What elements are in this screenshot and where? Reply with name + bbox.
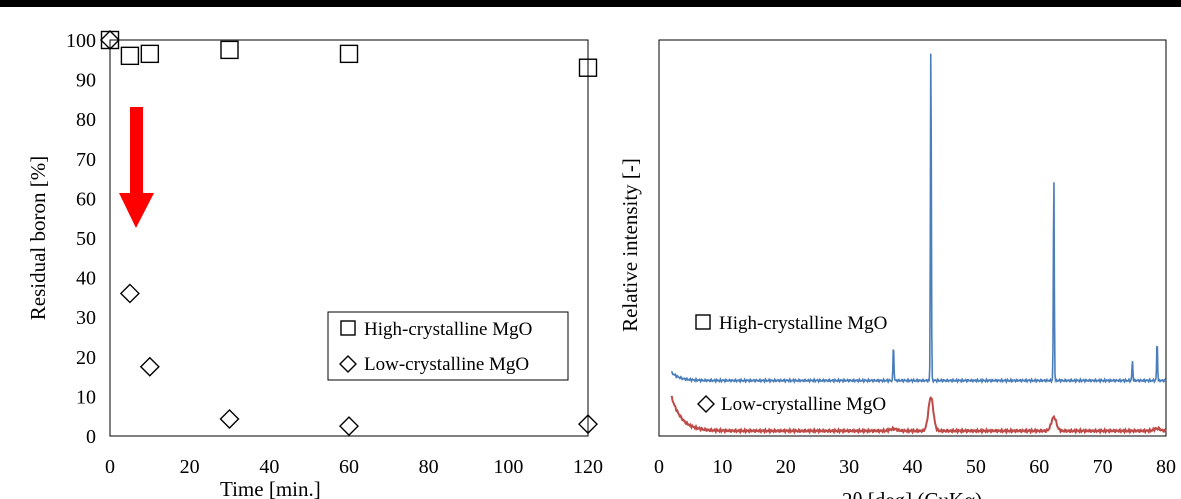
legend: High-crystalline MgO Low-crystalline MgO: [327, 311, 569, 381]
data-point-diamond: [119, 283, 140, 304]
data-points: [100, 30, 598, 437]
data-point-square: [220, 40, 239, 60]
data-point-square: [140, 44, 160, 64]
x-tick-label: 100: [493, 456, 523, 478]
y-axis-label-2: Relative intensity [-]: [618, 158, 642, 332]
square-marker-icon: [695, 314, 711, 330]
x-tick-label: 0: [654, 456, 664, 478]
x-tick-label: 30: [839, 456, 859, 478]
x-tick-label: 80: [419, 456, 439, 478]
y-axis-label: Residual boron [%]: [26, 156, 50, 320]
x-tick-labels: 0 20 40 60 80 100 120: [105, 456, 603, 478]
data-point-diamond: [100, 30, 120, 50]
y-tick-label: 100: [66, 30, 96, 52]
data-point-diamond: [219, 408, 240, 429]
data-point-square: [120, 46, 140, 66]
x-tick-labels-2: 0 10 20 30 40 50 60 70 80: [654, 456, 1176, 478]
diamond-marker-icon: [339, 355, 357, 373]
data-point-diamond: [139, 356, 160, 377]
data-point-diamond: [339, 416, 359, 437]
y-tick-label: 30: [76, 307, 96, 329]
legend-box: [327, 311, 569, 381]
x-tick-label: 120: [573, 456, 603, 478]
y-tick-label: 90: [76, 70, 96, 92]
x-tick-label: 20: [180, 456, 200, 478]
x-axis-label-2: 2θ [deg] (CuKα): [842, 488, 982, 499]
x-tick-label: 40: [259, 456, 279, 478]
x-tick-label: 10: [712, 456, 732, 478]
series-line-high-crystalline: [670, 53, 1167, 384]
y-tick-label: 10: [76, 386, 96, 408]
y-tick-label: 40: [76, 268, 96, 290]
xrd-pattern-chart: 0 10 20 30 40 50 60 70 80 Relative intensity [-]…: [618, 39, 1176, 499]
x-tick-label: 70: [1093, 456, 1113, 478]
x-tick-label: 20: [776, 456, 796, 478]
y-tick-label: 70: [76, 149, 96, 171]
legend-entry-low: Low-crystalline MgO: [364, 354, 529, 375]
data-point-square: [339, 44, 359, 64]
x-tick-label: 40: [903, 456, 923, 478]
y-tick-label: 20: [76, 347, 96, 369]
square-marker-icon: [340, 320, 356, 336]
x-tick-label: 80: [1156, 456, 1176, 478]
x-tick-label: 60: [1029, 456, 1049, 478]
x-axis-label: Time [min.]: [220, 477, 321, 499]
plot-frame-2: [658, 39, 1167, 437]
x-tick-label: 60: [339, 456, 359, 478]
x-tick-label: 50: [966, 456, 986, 478]
residual-boron-chart: 0 10 20 30 40 50 60 70 80 90 100 0 20 40 60 80 100 120 T…: [26, 30, 603, 499]
data-point-diamond: [578, 414, 598, 435]
x-tick-label: 0: [105, 456, 115, 478]
series-line-low-crystalline: [670, 395, 1167, 435]
series-label-low: Low-crystalline MgO: [721, 394, 886, 415]
y-tick-labels: 0 10 20 30 40 50 60 70 80 90 100: [66, 30, 96, 448]
red-down-arrow: [119, 107, 154, 228]
top-border-bar: [0, 0, 1181, 7]
data-point-square: [578, 58, 598, 77]
y-tick-label: 50: [76, 228, 96, 250]
y-tick-label: 0: [86, 426, 96, 448]
y-tick-label: 60: [76, 188, 96, 210]
diamond-marker-icon: [697, 395, 715, 413]
y-tick-label: 80: [76, 109, 96, 131]
legend-entry-high: High-crystalline MgO: [364, 319, 532, 340]
series-label-high: High-crystalline MgO: [719, 313, 887, 334]
